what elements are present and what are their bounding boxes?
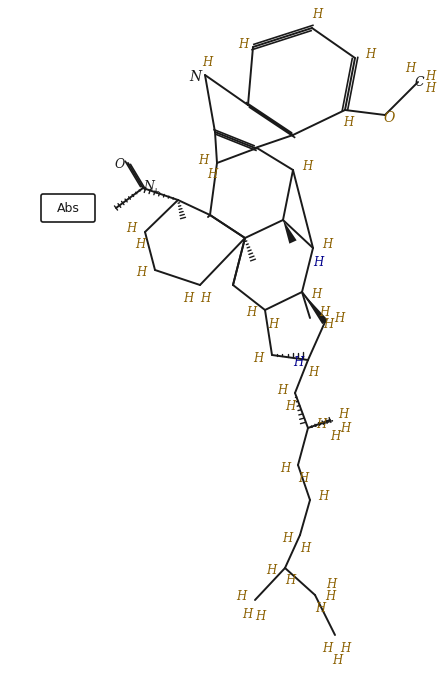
Text: H: H xyxy=(340,642,350,656)
Text: H: H xyxy=(312,8,322,21)
Text: H: H xyxy=(285,399,295,412)
Text: H: H xyxy=(126,222,136,236)
Text: H: H xyxy=(242,608,252,620)
Text: +: + xyxy=(152,186,160,195)
Polygon shape xyxy=(302,292,328,324)
Text: H: H xyxy=(268,317,278,331)
Text: N: N xyxy=(189,70,201,84)
Text: H: H xyxy=(319,306,329,319)
Text: H: H xyxy=(238,39,248,51)
Text: H: H xyxy=(136,267,146,279)
Text: H: H xyxy=(332,653,342,667)
Text: H: H xyxy=(277,383,287,396)
Text: H: H xyxy=(207,168,217,182)
Text: H: H xyxy=(302,161,312,173)
Text: H: H xyxy=(323,319,333,331)
Text: H: H xyxy=(365,49,375,62)
Text: H: H xyxy=(285,574,295,588)
Polygon shape xyxy=(283,220,297,244)
Text: H: H xyxy=(334,313,344,326)
Text: H: H xyxy=(343,116,353,130)
Text: H: H xyxy=(200,292,210,304)
Text: H: H xyxy=(425,82,435,96)
Text: H: H xyxy=(338,408,348,421)
Text: Abs: Abs xyxy=(57,202,80,215)
Text: H: H xyxy=(313,256,323,268)
Text: O: O xyxy=(383,111,395,125)
Text: H: H xyxy=(308,367,318,380)
Text: H: H xyxy=(311,288,321,301)
Text: C: C xyxy=(414,76,424,89)
Text: H: H xyxy=(315,602,325,615)
Text: H: H xyxy=(326,579,336,592)
Text: H: H xyxy=(293,356,303,369)
Text: H: H xyxy=(266,565,276,577)
Text: H: H xyxy=(322,642,332,656)
Text: H: H xyxy=(202,55,212,69)
FancyBboxPatch shape xyxy=(41,194,95,222)
Text: N: N xyxy=(143,179,154,193)
Text: H: H xyxy=(316,419,326,432)
Text: O: O xyxy=(115,157,125,170)
Text: H: H xyxy=(246,306,256,319)
Text: H: H xyxy=(236,590,246,604)
Text: H: H xyxy=(183,292,193,304)
Text: H: H xyxy=(280,462,290,475)
Text: H: H xyxy=(253,351,263,365)
Text: H: H xyxy=(322,238,332,252)
Text: H: H xyxy=(405,62,415,75)
Text: H: H xyxy=(325,590,335,604)
Text: H: H xyxy=(425,69,435,82)
Text: H: H xyxy=(282,532,292,545)
Text: H: H xyxy=(340,421,350,435)
Text: H: H xyxy=(298,471,308,484)
Text: H: H xyxy=(198,154,208,166)
Text: H: H xyxy=(255,610,265,622)
Text: H: H xyxy=(330,430,340,443)
Text: H: H xyxy=(135,238,145,252)
Text: H: H xyxy=(300,541,310,554)
Text: H: H xyxy=(318,491,328,504)
